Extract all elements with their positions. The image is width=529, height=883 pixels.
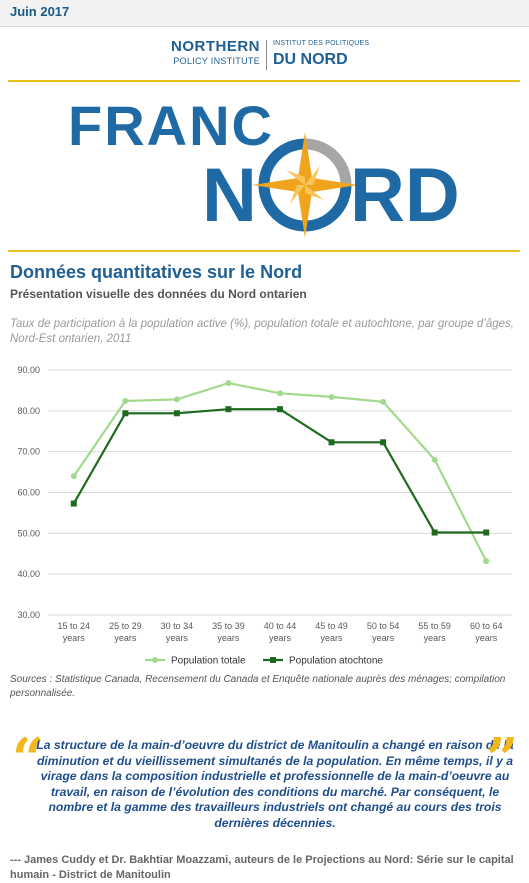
data-point [328,393,335,400]
top-divider [8,80,520,82]
x-tick-label: 25 to 29 [109,621,142,631]
data-point [173,396,180,403]
data-point [431,529,438,536]
open-quote-icon: “ [12,726,45,792]
data-point [328,439,335,446]
quote-attribution: --- James Cuddy et Dr. Bakhtiar Moazzami… [10,854,514,881]
chart-title: Taux de participation à la population ac… [10,318,515,345]
data-point [483,558,490,565]
y-tick-label: 50.00 [17,528,40,538]
data-point [380,439,387,446]
x-tick-label: years [166,633,189,643]
chart-sources: Sources : Statistique Canada, Recensemen… [10,674,506,699]
section-subtitle: Présentation visuelle des données du Nor… [10,287,307,301]
top-bar: Juin 2017 [0,0,529,27]
x-tick-label: 40 to 44 [264,621,297,631]
y-tick-label: 30.00 [17,610,40,620]
npi-logo-divider [266,40,267,70]
x-tick-label: years [114,633,137,643]
x-tick-label: years [372,633,395,643]
logo-word-nord-rd: RD [350,153,460,238]
x-tick-label: years [269,633,292,643]
logo-divider [8,250,520,252]
npi-logo-line2: POLICY INSTITUTE [173,56,260,66]
x-tick-label: years [321,633,344,643]
data-point [225,380,232,387]
line-chart: 30.00 40.00 50.00 60.00 70.00 80.00 90.00 15 t… [17,365,512,667]
x-tick-label: 60 to 64 [470,621,503,631]
issue-date: Juin 2017 [10,4,70,19]
x-axis-ticks: 15 to 24 years 25 to 29 years 30 to 34 years 3… [58,621,503,643]
logo-word-franc: FRANC [68,94,274,157]
legend-label: Population totale [171,656,246,667]
data-point [122,398,129,405]
data-point [173,410,180,417]
data-point [70,500,77,507]
x-tick-label: years [217,633,240,643]
y-tick-label: 40.00 [17,569,40,579]
quote-text: La structure de la main-d’oeuvre du dist… [36,738,514,830]
x-tick-label: years [475,633,498,643]
chart-legend: Population totale Population atochtone [145,656,383,667]
data-point [122,410,129,417]
npi-logo-line4: DU NORD [273,51,348,68]
data-point [483,529,490,536]
chart-series [70,380,490,565]
quote-block: “ La structure de la main-d’oeuvre du di… [10,731,520,845]
x-tick-label: 55 to 59 [418,621,451,631]
data-point [380,398,387,405]
series-line-2 [72,408,487,534]
logo-word-nord-n: N [202,153,257,238]
data-point [431,456,438,463]
npi-logo-french: INSTITUT DES POLITIQUES DU NORD [273,38,383,70]
data-point [70,473,77,480]
y-tick-label: 60.00 [17,488,40,498]
close-quote-icon: ” [486,726,519,792]
npi-logo-line3: INSTITUT DES POLITIQUES [273,40,370,47]
x-tick-label: 35 to 39 [212,621,245,631]
data-point [277,390,283,397]
legend-swatch-marker [152,657,158,663]
x-tick-label: years [424,633,447,643]
section-title: Données quantitatives sur le Nord [10,262,303,282]
x-tick-label: 30 to 34 [161,621,194,631]
x-tick-label: 15 to 24 [58,621,91,631]
franc-nord-logo: FRANC N RD [60,94,460,240]
x-tick-label: 50 to 54 [367,621,400,631]
legend-label: Population atochtone [289,656,383,667]
x-tick-label: years [63,633,86,643]
x-tick-label: 45 to 49 [315,621,348,631]
data-point [277,406,283,413]
npi-logo-english: NORTHERN POLICY INSTITUTE [160,38,260,67]
data-point [225,406,232,413]
northern-policy-institute-logo: NORTHERN POLICY INSTITUTE INSTITUT DES P… [160,38,370,72]
y-tick-label: 90.00 [17,365,40,375]
legend-swatch-marker [270,657,276,663]
npi-logo-line1: NORTHERN [171,38,260,55]
compass-rose-icon [252,132,358,238]
y-tick-label: 80.00 [17,406,40,416]
y-axis-ticks: 30.00 40.00 50.00 60.00 70.00 80.00 90.00 [17,365,40,620]
y-tick-label: 70.00 [17,447,40,457]
